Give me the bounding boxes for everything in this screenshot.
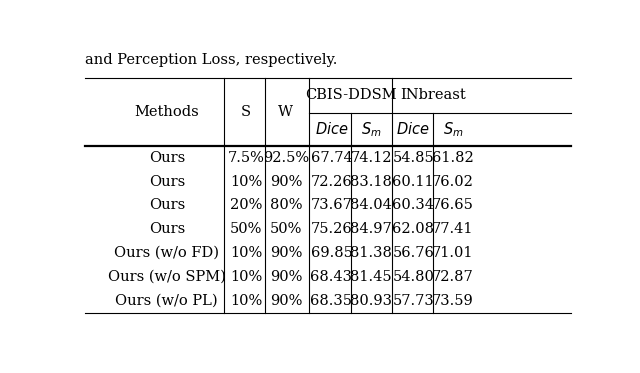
Text: 69.85: 69.85 (310, 246, 353, 260)
Text: 90%: 90% (269, 270, 302, 284)
Text: 92.5%: 92.5% (263, 151, 309, 165)
Text: 60.34: 60.34 (392, 198, 435, 213)
Text: 67.74: 67.74 (310, 151, 353, 165)
Text: 50%: 50% (269, 222, 302, 236)
Text: 7.5%: 7.5% (228, 151, 264, 165)
Text: $\mathit{S}_m$: $\mathit{S}_m$ (361, 120, 381, 139)
Text: 68.35: 68.35 (310, 294, 353, 308)
Text: $\mathit{Dice}$: $\mathit{Dice}$ (396, 122, 430, 138)
Text: 90%: 90% (269, 175, 302, 189)
Text: 90%: 90% (269, 246, 302, 260)
Text: 76.65: 76.65 (432, 198, 474, 213)
Text: 10%: 10% (230, 175, 262, 189)
Text: 75.26: 75.26 (310, 222, 353, 236)
Text: 80%: 80% (269, 198, 302, 213)
Text: 20%: 20% (230, 198, 262, 213)
Text: INbreast: INbreast (400, 88, 466, 103)
Text: 10%: 10% (230, 270, 262, 284)
Text: 56.76: 56.76 (392, 246, 435, 260)
Text: 10%: 10% (230, 246, 262, 260)
Text: 73.67: 73.67 (310, 198, 353, 213)
Text: Ours: Ours (148, 222, 185, 236)
Text: 68.43: 68.43 (310, 270, 353, 284)
Text: Ours (w/o PL): Ours (w/o PL) (115, 294, 218, 308)
Text: 61.82: 61.82 (432, 151, 474, 165)
Text: 80.93: 80.93 (350, 294, 392, 308)
Text: 60.11: 60.11 (392, 175, 434, 189)
Text: 90%: 90% (269, 294, 302, 308)
Text: 50%: 50% (230, 222, 262, 236)
Text: $\mathit{Dice}$: $\mathit{Dice}$ (315, 122, 348, 138)
Text: 57.73: 57.73 (392, 294, 434, 308)
Text: 74.12: 74.12 (351, 151, 392, 165)
Text: S: S (241, 105, 252, 119)
Text: Ours (w/o SPM): Ours (w/o SPM) (108, 270, 226, 284)
Text: and Perception Loss, respectively.: and Perception Loss, respectively. (85, 53, 337, 68)
Text: W: W (278, 105, 293, 119)
Text: Ours (w/o FD): Ours (w/o FD) (115, 246, 220, 260)
Text: 54.85: 54.85 (392, 151, 434, 165)
Text: 81.38: 81.38 (350, 246, 392, 260)
Text: Ours: Ours (148, 175, 185, 189)
Text: 54.80: 54.80 (392, 270, 435, 284)
Text: CBIS-DDSM: CBIS-DDSM (305, 88, 397, 103)
Text: 77.41: 77.41 (432, 222, 474, 236)
Text: 81.45: 81.45 (350, 270, 392, 284)
Text: 71.01: 71.01 (432, 246, 474, 260)
Text: $\mathit{S}_m$: $\mathit{S}_m$ (443, 120, 463, 139)
Text: 84.04: 84.04 (350, 198, 392, 213)
Text: 73.59: 73.59 (432, 294, 474, 308)
Text: 72.26: 72.26 (310, 175, 353, 189)
Text: Ours: Ours (148, 198, 185, 213)
Text: 62.08: 62.08 (392, 222, 435, 236)
Text: 83.18: 83.18 (350, 175, 392, 189)
Text: 76.02: 76.02 (432, 175, 474, 189)
Text: 10%: 10% (230, 294, 262, 308)
Text: 72.87: 72.87 (432, 270, 474, 284)
Text: 84.97: 84.97 (350, 222, 392, 236)
Text: Methods: Methods (134, 105, 199, 119)
Text: Ours: Ours (148, 151, 185, 165)
